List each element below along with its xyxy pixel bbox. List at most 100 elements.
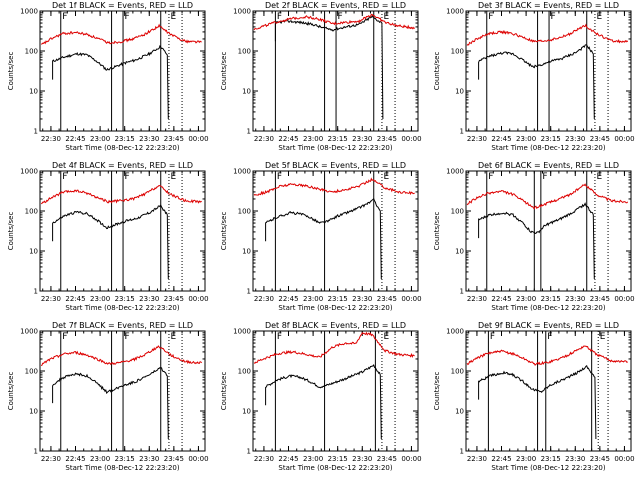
x-tick-label: 22:45 bbox=[278, 455, 298, 463]
x-tick-label: 23:00 bbox=[303, 295, 323, 303]
events-series-line bbox=[478, 365, 597, 440]
time-marker-label: E bbox=[383, 12, 389, 22]
x-tick-label: 23:30 bbox=[139, 295, 159, 303]
x-tick-label: 22:45 bbox=[491, 135, 511, 143]
time-marker-label: F bbox=[277, 172, 282, 182]
y-tick-label: 1000 bbox=[20, 8, 38, 16]
y-tick-label: 10 bbox=[29, 408, 38, 416]
y-axis-label: Counts/sec bbox=[433, 212, 441, 251]
plot-frame bbox=[39, 330, 206, 452]
time-marker-label: F bbox=[488, 12, 493, 22]
y-tick-label: 100 bbox=[25, 208, 38, 216]
time-marker-label: F bbox=[125, 12, 130, 22]
y-tick-label: 10 bbox=[29, 88, 38, 96]
x-axis-label: Start Time (08-Dec-12 22:23:20) bbox=[65, 464, 179, 472]
detector-chart: Det 6f BLACK = Events, RED = LLD 1 10 100 10… bbox=[433, 161, 635, 312]
y-tick-label: 10 bbox=[29, 248, 38, 256]
y-tick-label: 1000 bbox=[233, 168, 251, 176]
x-axis-label: Start Time (08-Dec-12 22:23:20) bbox=[491, 464, 605, 472]
events-series-line bbox=[478, 44, 595, 120]
time-marker-label: F bbox=[277, 12, 282, 22]
x-tick-label: 23:00 bbox=[516, 295, 536, 303]
x-tick-label: 23:45 bbox=[164, 135, 184, 143]
x-tick-label: 23:15 bbox=[115, 455, 135, 463]
plot-frame bbox=[252, 10, 419, 132]
x-tick-label: 23:15 bbox=[115, 295, 135, 303]
events-series-line bbox=[265, 363, 382, 440]
y-axis-label: Counts/sec bbox=[220, 52, 228, 91]
x-tick-label: 22:45 bbox=[65, 135, 85, 143]
x-tick-label: 23:30 bbox=[565, 455, 585, 463]
y-tick-label: 1000 bbox=[20, 168, 38, 176]
x-tick-label: 23:00 bbox=[303, 135, 323, 143]
x-axis-label: Start Time (08-Dec-12 22:23:20) bbox=[278, 304, 392, 312]
time-marker-label: E bbox=[596, 172, 602, 182]
x-tick-label: 22:45 bbox=[278, 135, 298, 143]
x-tick-label: 23:00 bbox=[90, 455, 110, 463]
chart-title: Det 9f BLACK = Events, RED = LLD bbox=[478, 321, 619, 330]
detector-chart: Det 9f BLACK = Events, RED = LLD 1 10 100 10… bbox=[433, 321, 635, 472]
x-tick-label: 23:45 bbox=[590, 135, 610, 143]
time-marker-label: F bbox=[62, 12, 67, 22]
y-tick-label: 10 bbox=[242, 248, 251, 256]
chart-title: Det 4f BLACK = Events, RED = LLD bbox=[52, 161, 193, 170]
y-axis-label: Counts/sec bbox=[220, 212, 228, 251]
x-axis-label: Start Time (08-Dec-12 22:23:20) bbox=[491, 304, 605, 312]
x-tick-label: 23:00 bbox=[90, 295, 110, 303]
x-tick-label: 00:00 bbox=[614, 295, 634, 303]
x-tick-label: 00:00 bbox=[614, 135, 634, 143]
time-marker-label: F bbox=[488, 172, 493, 182]
x-tick-label: 23:30 bbox=[139, 455, 159, 463]
y-tick-label: 100 bbox=[238, 208, 251, 216]
events-series-line bbox=[52, 44, 169, 120]
x-tick-label: 23:00 bbox=[90, 135, 110, 143]
y-axis-label: Counts/sec bbox=[7, 372, 15, 411]
y-axis-label: Counts/sec bbox=[433, 372, 441, 411]
x-tick-label: 00:00 bbox=[188, 455, 208, 463]
time-marker-label: F bbox=[62, 172, 67, 182]
chart-title: Det 8f BLACK = Events, RED = LLD bbox=[265, 321, 406, 330]
chart-title: Det 7f BLACK = Events, RED = LLD bbox=[52, 321, 193, 330]
x-tick-label: 00:00 bbox=[614, 455, 634, 463]
x-tick-label: 00:00 bbox=[401, 135, 421, 143]
y-tick-label: 10 bbox=[242, 408, 251, 416]
y-tick-label: 1 bbox=[34, 288, 38, 296]
y-axis-label: Counts/sec bbox=[7, 52, 15, 91]
y-tick-label: 1000 bbox=[446, 8, 464, 16]
lld-series-line bbox=[253, 331, 415, 365]
detector-chart: Det 3f BLACK = Events, RED = LLD 1 10 100 10… bbox=[433, 1, 635, 152]
detector-chart: Det 1f BLACK = Events, RED = LLD 1 10 100 10… bbox=[7, 1, 209, 152]
chart-title: Det 6f BLACK = Events, RED = LLD bbox=[478, 161, 619, 170]
lld-series-line bbox=[40, 345, 203, 366]
time-marker-label: F bbox=[125, 172, 130, 182]
events-series-line bbox=[52, 366, 169, 440]
lld-series-line bbox=[466, 345, 628, 366]
y-tick-label: 1 bbox=[247, 128, 251, 136]
time-marker-label: F bbox=[551, 12, 556, 22]
time-marker-label: F bbox=[125, 332, 130, 342]
time-marker-label: E bbox=[170, 332, 176, 342]
y-tick-label: 100 bbox=[25, 368, 38, 376]
x-tick-label: 22:45 bbox=[491, 455, 511, 463]
x-axis-label: Start Time (08-Dec-12 22:23:20) bbox=[278, 144, 392, 152]
x-tick-label: 22:30 bbox=[41, 455, 61, 463]
x-axis-label: Start Time (08-Dec-12 22:23:20) bbox=[65, 144, 179, 152]
chart-title: Det 2f BLACK = Events, RED = LLD bbox=[265, 1, 406, 10]
time-marker-label: E bbox=[600, 332, 606, 342]
y-tick-label: 1 bbox=[247, 448, 251, 456]
chart-title: Det 3f BLACK = Events, RED = LLD bbox=[478, 1, 619, 10]
x-tick-label: 23:45 bbox=[377, 295, 397, 303]
y-tick-label: 1000 bbox=[233, 328, 251, 336]
plot-frame bbox=[465, 330, 632, 452]
y-tick-label: 10 bbox=[242, 88, 251, 96]
plot-frame bbox=[465, 170, 632, 292]
y-tick-label: 10 bbox=[455, 408, 464, 416]
x-tick-label: 22:30 bbox=[41, 135, 61, 143]
y-tick-label: 1 bbox=[247, 288, 251, 296]
x-tick-label: 00:00 bbox=[401, 295, 421, 303]
time-marker-label: E bbox=[383, 172, 389, 182]
y-tick-label: 1 bbox=[460, 288, 464, 296]
x-tick-label: 22:45 bbox=[65, 295, 85, 303]
x-tick-label: 00:00 bbox=[188, 135, 208, 143]
